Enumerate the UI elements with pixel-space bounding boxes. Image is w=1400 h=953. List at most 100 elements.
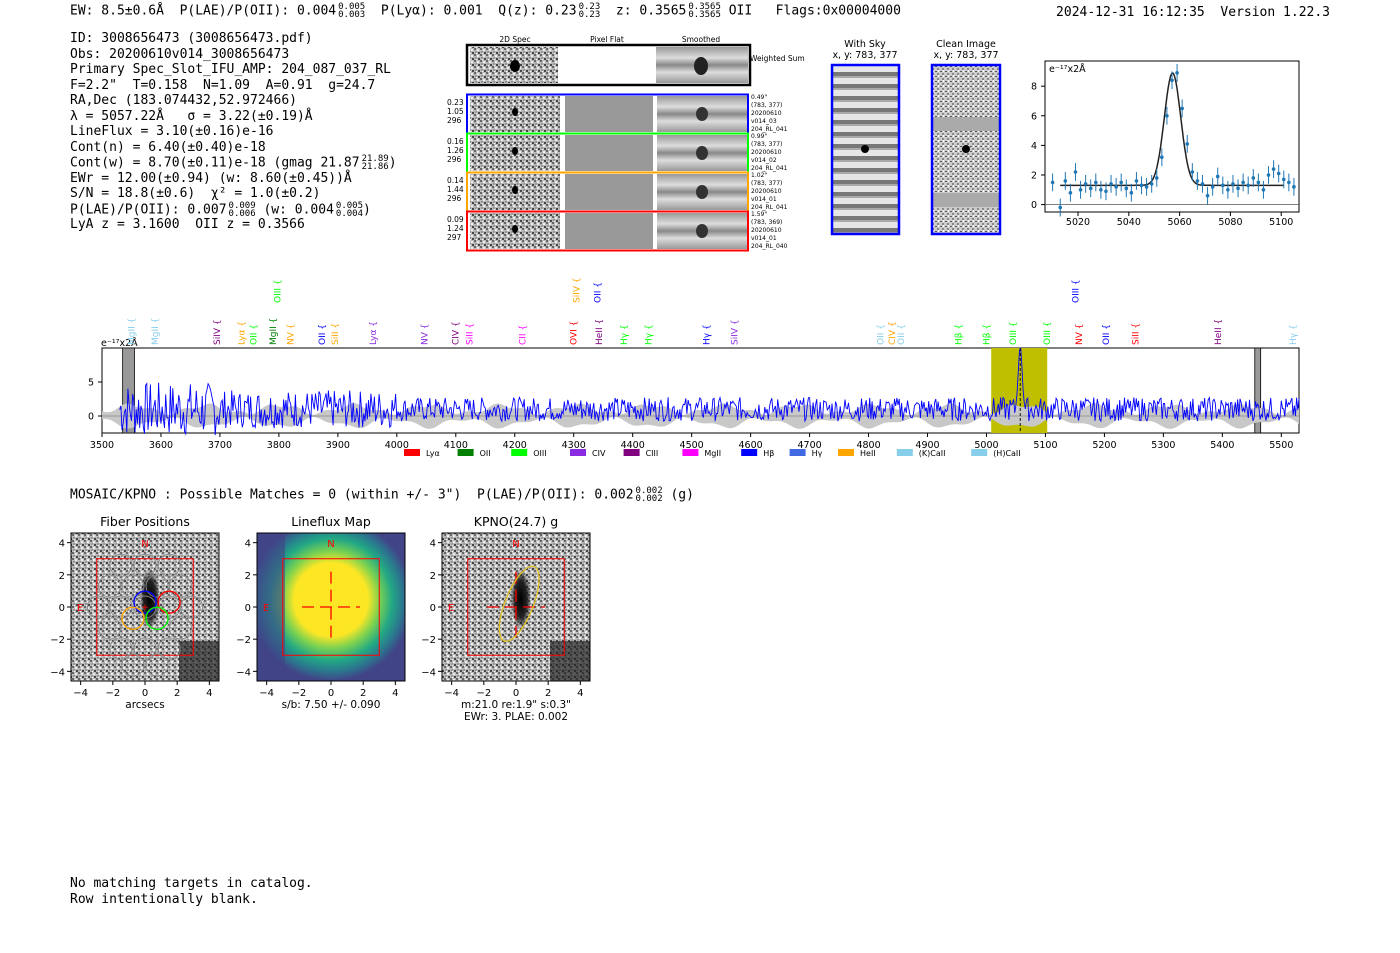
no-match-note: No matching targets in catalog. bbox=[70, 876, 313, 891]
row-2d-spec bbox=[470, 174, 560, 210]
spectrum-xtick-label: 5100 bbox=[1033, 440, 1057, 451]
row-pixel-flat bbox=[565, 96, 653, 132]
fit-point bbox=[1226, 187, 1230, 192]
fit-point bbox=[1139, 183, 1144, 188]
header-z-hi: 0.3565 bbox=[688, 2, 721, 12]
panel-xtick-label: −4 bbox=[73, 688, 88, 699]
fiber-circle bbox=[157, 553, 181, 577]
fit-xtick-label: 5040 bbox=[1117, 217, 1141, 228]
panel-title: KPNO(24.7) g bbox=[474, 514, 558, 529]
compass-n: N bbox=[141, 539, 148, 550]
fit-point bbox=[1144, 185, 1149, 189]
line-id-label: SiIV { bbox=[731, 319, 741, 345]
clean-frame bbox=[930, 63, 1002, 236]
spectrum-axes bbox=[101, 347, 1300, 434]
panel-xtick-label: 0 bbox=[513, 688, 519, 699]
fit-point bbox=[1104, 189, 1108, 194]
panel-ytick-label: 4 bbox=[430, 539, 436, 550]
fiber-circle bbox=[98, 616, 122, 640]
aperture-box bbox=[282, 558, 380, 656]
row-smoothed bbox=[657, 213, 747, 249]
legend-swatch bbox=[623, 449, 640, 456]
fit-point bbox=[1236, 186, 1240, 191]
line-id-label: OII { bbox=[897, 324, 907, 345]
row-frame bbox=[466, 93, 749, 135]
fit-point bbox=[1190, 170, 1195, 174]
fiber-circle bbox=[121, 653, 145, 677]
line-id-label: SiII { bbox=[465, 323, 475, 345]
header-qz-hi: 0.23 bbox=[578, 2, 601, 12]
header-plya: P(Lyα): 0.001 bbox=[380, 3, 483, 19]
fiber-circle bbox=[145, 606, 169, 630]
fit-xtick-label: 5080 bbox=[1218, 217, 1242, 228]
legend-swatch bbox=[896, 449, 913, 456]
row-smoothed bbox=[657, 96, 747, 132]
panel-frame bbox=[256, 532, 406, 682]
legend-label: (H)CaII bbox=[993, 449, 1020, 458]
legend-swatch bbox=[682, 449, 699, 456]
line-id-label: Hγ { bbox=[702, 324, 712, 345]
fiber-circle bbox=[133, 595, 157, 619]
spectrum-xtick-label: 4000 bbox=[385, 440, 409, 451]
fit-point bbox=[1050, 180, 1055, 185]
row-stat: 1.24 bbox=[447, 224, 464, 233]
info-line: Cont(n) = 6.40(±0.40)e-18 bbox=[70, 139, 266, 155]
line-id-label: HeII { bbox=[595, 319, 605, 345]
fiber-circle bbox=[168, 574, 192, 598]
row-source-smooth bbox=[696, 224, 708, 238]
row-stat: 0.23 bbox=[447, 98, 464, 107]
row-note: 1.59" bbox=[751, 211, 767, 218]
fiber-center-mark: + bbox=[141, 603, 149, 613]
row-note: 20200610 bbox=[751, 110, 782, 117]
fit-point bbox=[1088, 186, 1093, 191]
panel-ytick-label: 2 bbox=[430, 571, 436, 582]
aperture-box bbox=[467, 558, 565, 656]
line-id-label: MgII { bbox=[127, 318, 137, 345]
match-band: (g) bbox=[670, 487, 694, 503]
fit-point bbox=[1154, 176, 1159, 180]
fit-point bbox=[1109, 182, 1113, 186]
header-flags: Flags:0x00004000 bbox=[775, 3, 901, 19]
row-source-smooth bbox=[696, 185, 708, 199]
line-id-label: Hγ { bbox=[1289, 324, 1299, 345]
spectrum-xtick-label: 4400 bbox=[621, 440, 645, 451]
panel-xlabel: arcsecs bbox=[125, 699, 164, 711]
line-id-label: NV { bbox=[420, 324, 430, 345]
row-2d-spec bbox=[470, 96, 560, 132]
row-note: 20200610 bbox=[751, 188, 782, 195]
row-stat: 297 bbox=[447, 233, 462, 242]
compass-n: N bbox=[327, 539, 334, 550]
info-line-plae: P(LAE)/P(OII): 0.007 0.009 0.006 (w: 0.004… bbox=[70, 200, 371, 219]
panel-frame bbox=[70, 532, 220, 682]
gmag-hi: 21.89 bbox=[361, 154, 389, 164]
with-sky-title: With Sky bbox=[844, 39, 886, 50]
row-note: (783, 377) bbox=[751, 102, 782, 109]
match-text: MOSAIC/KPNO : Possible Matches = 0 (with… bbox=[70, 487, 634, 503]
fit-axes bbox=[1044, 60, 1300, 213]
info-line: S/N = 18.8(±0.6) χ² = 1.0(±0.2) bbox=[70, 186, 321, 201]
panel-xtick-label: −4 bbox=[259, 688, 274, 699]
spectrum-xtick-label: 4300 bbox=[562, 440, 586, 451]
header-plae-lo: 0.003 bbox=[338, 10, 366, 20]
panel-xlabel-2: EWr: 3. PLAE: 0.002 bbox=[464, 711, 568, 723]
panel-ytick-label: −4 bbox=[236, 667, 251, 678]
panel-xtick-label: 2 bbox=[174, 688, 180, 699]
fit-point bbox=[1241, 180, 1245, 185]
panel-ytick-label: 4 bbox=[59, 539, 65, 550]
info-line: λ = 5057.22Å σ = 3.22(±0.19)Å bbox=[70, 108, 313, 124]
clean-source bbox=[962, 145, 970, 153]
fiber-circle-red bbox=[157, 590, 181, 614]
compass-e: E bbox=[77, 603, 83, 614]
header-plae: P(LAE)/P(OII): 0.004 bbox=[179, 3, 337, 19]
fit-point bbox=[1058, 205, 1063, 210]
panel-ytick-label: −2 bbox=[421, 635, 436, 646]
match-line: MOSAIC/KPNO : Possible Matches = 0 (with… bbox=[70, 487, 694, 504]
fit-xtick-label: 5020 bbox=[1066, 217, 1090, 228]
fit-point bbox=[1231, 182, 1235, 186]
weighted-sum-flat bbox=[558, 47, 656, 83]
panel-source-blob bbox=[510, 568, 531, 629]
fit-point bbox=[1185, 142, 1190, 146]
spectrum-xtick-label: 4200 bbox=[503, 440, 527, 451]
header-z-line: OII bbox=[728, 3, 753, 19]
line-id-label: CII { bbox=[518, 325, 528, 345]
